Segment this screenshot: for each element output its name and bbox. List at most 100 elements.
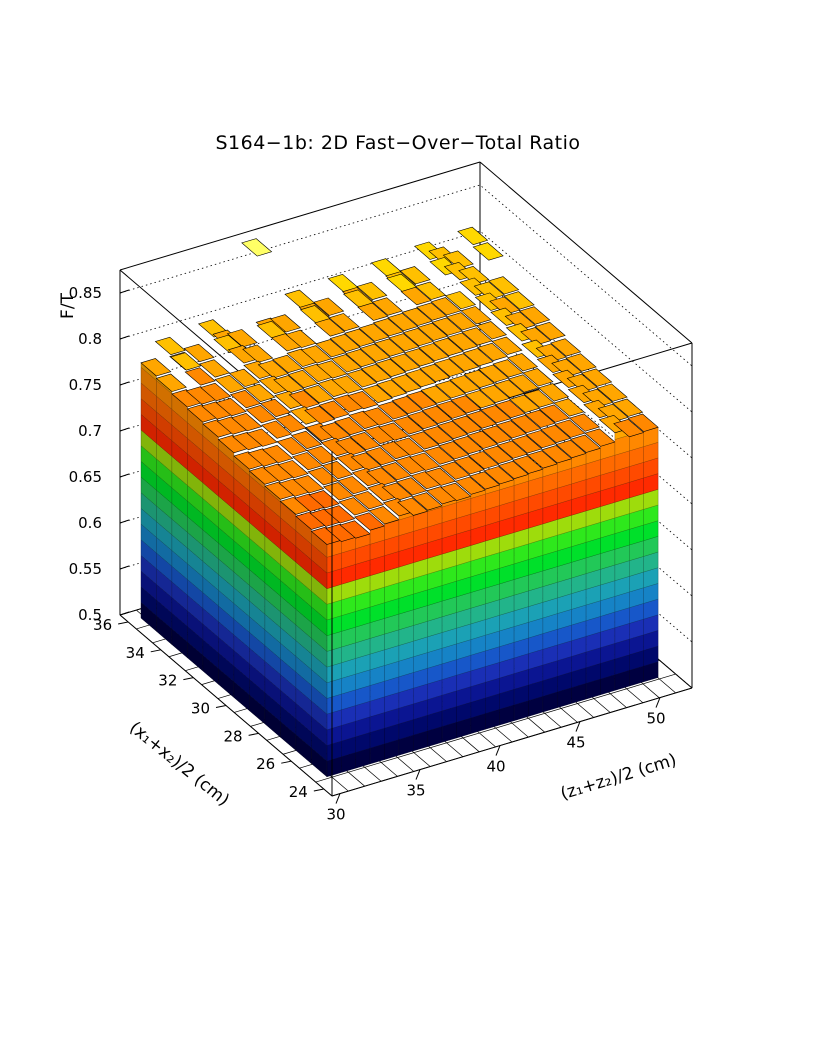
bar-top [396, 477, 428, 496]
bar-top [496, 440, 529, 459]
bar-top [269, 314, 302, 333]
bar-top [535, 343, 567, 362]
bar-top [493, 379, 525, 398]
z-tick-label: 0.8 [78, 330, 102, 348]
bar-top [389, 353, 421, 372]
bar-top [597, 403, 629, 423]
bar-top [320, 437, 352, 457]
bar-top [387, 312, 419, 332]
bar-top [357, 302, 389, 321]
bar-top [492, 359, 524, 378]
bar-top [488, 276, 520, 295]
bar-top [362, 407, 395, 426]
y-tick-label: 26 [256, 755, 275, 773]
bar-top [373, 338, 406, 357]
bar-top [472, 242, 504, 261]
bar-top [451, 415, 483, 434]
bar-top [322, 482, 355, 501]
bar-top [348, 410, 380, 430]
bar-top [330, 354, 362, 373]
bar-top [264, 481, 296, 500]
bar-top [465, 410, 498, 429]
bar-top [425, 486, 458, 505]
bar-top [417, 322, 449, 341]
bar-top [538, 404, 571, 423]
bar-top [442, 250, 474, 269]
y-tick-label: 36 [93, 616, 112, 634]
bar-top [248, 466, 280, 485]
z-tick [119, 519, 130, 524]
bar-top [507, 374, 540, 393]
bar-top [525, 430, 557, 449]
bar-top [303, 384, 335, 404]
bar-top [337, 476, 369, 495]
bar-top [414, 281, 447, 300]
bar-top [286, 348, 318, 367]
bar-top [214, 374, 246, 394]
bar-top [352, 491, 385, 510]
z-tick-label: 0.6 [78, 514, 102, 532]
bar-top [481, 425, 513, 444]
bar-top [272, 354, 304, 374]
bar-top [437, 420, 469, 440]
bar-top [489, 296, 521, 315]
bar-top [140, 358, 172, 377]
bar-top [336, 452, 368, 472]
box-edge-top-left [119, 161, 481, 271]
bar-top [506, 353, 539, 372]
bar-top [232, 431, 264, 451]
bar-top [397, 497, 429, 516]
bar-top [201, 401, 233, 420]
bar-top [393, 437, 426, 456]
bar-top [479, 384, 511, 404]
bar-top [295, 511, 327, 530]
y-tick [215, 705, 227, 708]
bar-top [466, 430, 499, 449]
bar-top [363, 425, 396, 445]
bar-top [478, 364, 510, 383]
bar-top [185, 386, 217, 405]
bar-top [457, 226, 489, 246]
bar-top [392, 416, 424, 435]
bar-top [309, 508, 341, 527]
bar-top [285, 329, 317, 348]
bar-top [627, 413, 659, 432]
bar-top [366, 467, 398, 486]
bar-top [380, 462, 412, 481]
bar-top [317, 378, 349, 398]
y-tick [313, 788, 324, 792]
y-tick-label: 24 [289, 783, 308, 801]
bar-top [526, 450, 558, 469]
bar-top [331, 375, 364, 394]
bar-top [419, 363, 451, 383]
bar-top [390, 374, 422, 393]
bar-top [454, 476, 486, 495]
bar-top [550, 338, 582, 357]
bar-top [263, 463, 295, 482]
bar-top [475, 321, 508, 340]
bar-top [512, 455, 544, 474]
bar-top [278, 478, 310, 497]
bar-top [596, 383, 628, 402]
bar-top [300, 345, 333, 364]
bar-top [435, 400, 468, 419]
y-tick-label: 34 [126, 644, 145, 662]
bar-top [584, 428, 616, 447]
bar-top [216, 416, 248, 435]
bar-top [403, 348, 436, 367]
z-tick-label: 0.85 [69, 284, 102, 302]
bar-top [537, 383, 570, 402]
bar-top [555, 439, 587, 459]
bar-top [410, 471, 442, 490]
chart-title: S164−1b: 2D Fast−Over−Total Ratio [215, 132, 580, 154]
bar-top [424, 467, 457, 486]
bar-top [566, 373, 598, 392]
bar-top [291, 452, 324, 471]
y-tick-label: 30 [191, 700, 210, 718]
bar-top [461, 327, 493, 346]
bar-top [520, 327, 552, 346]
z-axis-label: F/T [58, 292, 78, 319]
bar-top [202, 419, 234, 438]
bar-top [170, 352, 202, 371]
